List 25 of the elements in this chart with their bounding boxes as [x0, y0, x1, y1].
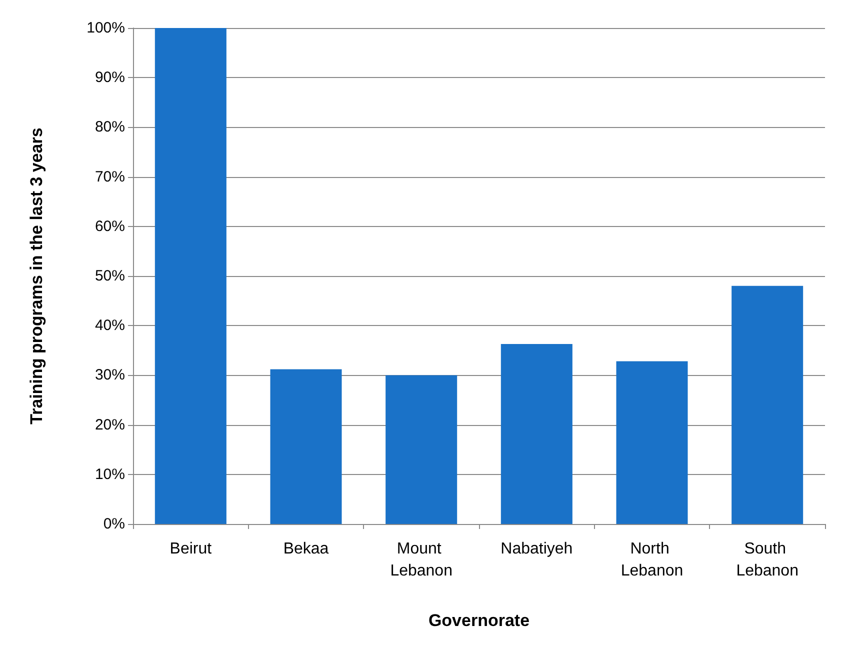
x-tick-label: Bekaa [283, 540, 329, 558]
y-tick-label: 90% [94, 69, 125, 86]
y-tick-label: 40% [94, 317, 125, 334]
x-tick-label: South Lebanon [736, 540, 798, 580]
y-tick-label: 80% [94, 118, 125, 136]
x-tick-label: Beirut [170, 540, 212, 558]
x-tick-label: Nabatiyeh [500, 540, 573, 558]
bar [154, 28, 226, 524]
y-tick-label: 70% [94, 168, 125, 186]
bar [386, 375, 458, 524]
y-tick-label: 20% [94, 416, 125, 434]
y-tick-label: 10% [94, 466, 125, 483]
y-tick-label: 50% [94, 268, 125, 284]
bar [500, 344, 572, 524]
x-tick-label: North Lebanon [620, 540, 684, 580]
y-tick-label: 60% [94, 218, 125, 235]
bar [270, 369, 342, 524]
y-tick-label: 0% [103, 516, 125, 532]
bar [732, 286, 804, 524]
bar [616, 361, 688, 524]
y-axis-title: Training programs in the last 3 years [27, 128, 46, 424]
y-tick-label: 30% [94, 366, 125, 384]
x-tick-label: Mount Lebanon [390, 540, 452, 580]
x-axis-title: Governorate [428, 611, 530, 630]
y-tick-label: 100% [86, 20, 125, 36]
